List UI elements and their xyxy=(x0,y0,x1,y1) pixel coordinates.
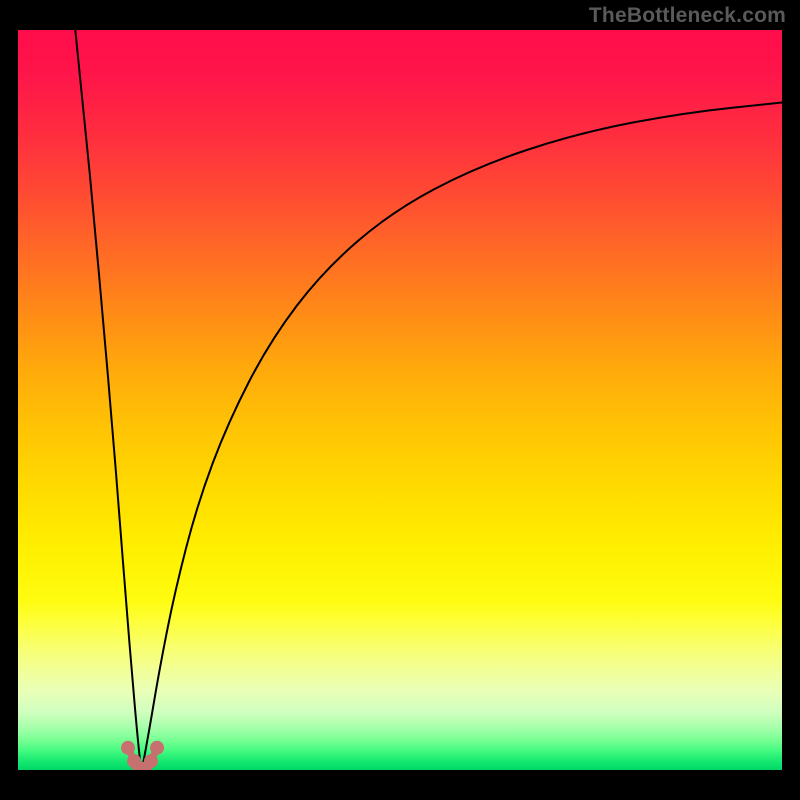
bottleneck-chart xyxy=(0,0,800,800)
attribution-label: TheBottleneck.com xyxy=(589,4,786,28)
chart-container: TheBottleneck.com xyxy=(0,0,800,800)
